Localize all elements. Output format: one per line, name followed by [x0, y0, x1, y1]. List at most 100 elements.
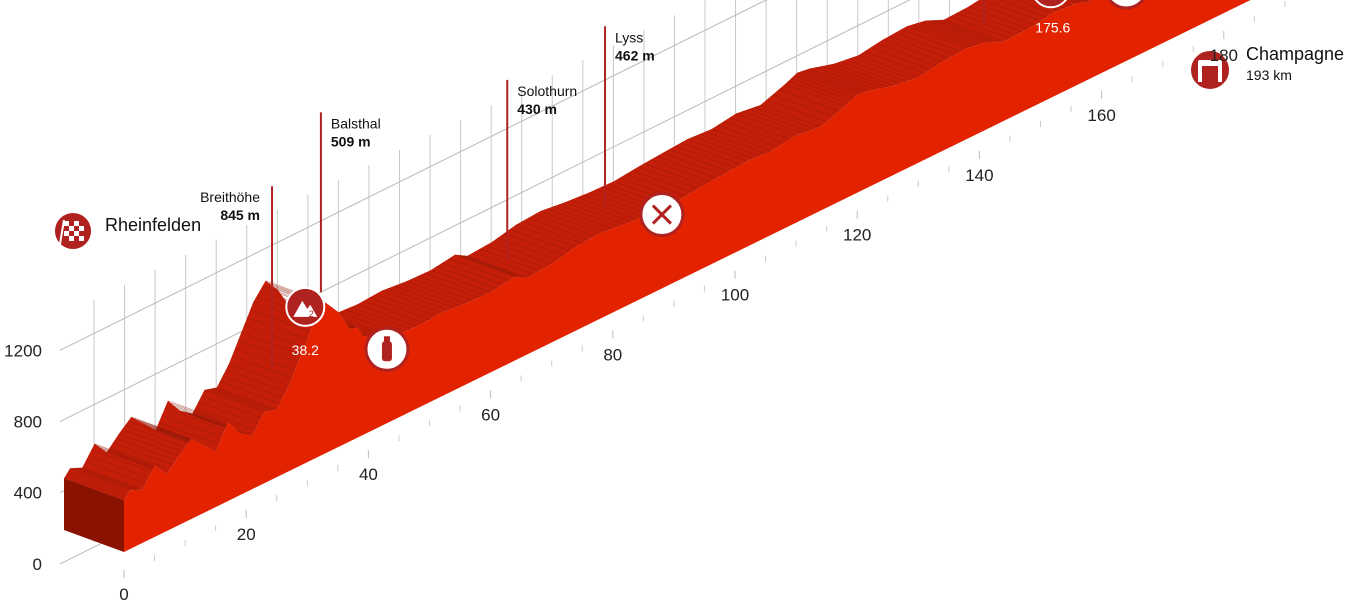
profile-hatch-line — [717, 124, 778, 148]
profile-hatch-line — [827, 64, 888, 88]
profile-hatch-line — [69, 467, 131, 491]
x-tick-label: 140 — [965, 166, 993, 185]
profile-hatch-line — [803, 70, 864, 94]
gate-top — [1198, 60, 1222, 66]
sprint-km-label: 175.6 — [1035, 19, 1070, 35]
profile-hatch-line — [173, 405, 235, 429]
profile-hatch-line — [406, 281, 467, 304]
profile-hatch-line — [1015, 0, 1053, 14]
profile-hatch-line — [167, 400, 228, 424]
profile-hatch-line — [982, 0, 1041, 22]
profile-hatch-line — [393, 285, 455, 309]
profile-hatch-line — [806, 69, 867, 93]
x-tick-label: 160 — [1087, 106, 1115, 125]
x-tick-label: 20 — [237, 525, 256, 544]
profile-hatch-line — [467, 255, 528, 279]
kom-category: 2 — [309, 309, 314, 319]
sprint-badge — [1034, 0, 1068, 9]
checkered-flag-icon — [59, 219, 84, 245]
profile-hatch-line — [800, 71, 861, 95]
profile-hatch-line — [82, 467, 143, 490]
profile-hatch-line — [790, 78, 852, 101]
profile-hatch-line — [158, 422, 219, 445]
flag-square — [74, 221, 79, 226]
profile-hatch-line — [916, 23, 977, 46]
profile-hatch-line — [662, 152, 723, 176]
profile-hatch-line — [94, 443, 155, 467]
flag-square — [69, 226, 74, 231]
profile-hatch-line — [625, 173, 687, 197]
profile-hatch-line — [920, 21, 982, 45]
x-tick-label: 80 — [603, 345, 622, 364]
profile-hatch-line — [363, 300, 424, 324]
profile-hatch-line — [949, 16, 1011, 39]
profile-hatch-line — [962, 9, 1023, 33]
profile-hatch-line — [351, 306, 412, 330]
y-tick-label: 0 — [33, 555, 42, 574]
waypoint-elevation: 462 m — [615, 47, 655, 63]
profile-hatch-line — [112, 442, 174, 466]
finish-distance: 193 km — [1246, 67, 1292, 83]
profile-top-surface — [64, 0, 1092, 501]
profile-hatch-line — [204, 389, 265, 413]
profile-hatch-line — [516, 224, 577, 248]
profile-left-face — [64, 478, 124, 552]
profile-hatch-line — [124, 424, 186, 448]
profile-hatch-line — [546, 208, 607, 232]
profile-hatch-line — [509, 228, 571, 252]
profile-hatch-line — [485, 245, 546, 268]
profile-hatch-line — [632, 170, 693, 193]
profile-hatch-line — [118, 433, 180, 456]
profile-hatch-line — [213, 387, 274, 411]
profile-hatch-line — [900, 29, 962, 52]
profile-hatch-line — [134, 418, 195, 441]
profile-hatch-line — [464, 255, 525, 278]
profile-hatch-line — [925, 20, 986, 43]
profile-hatch-line — [161, 415, 222, 438]
profile-hatch-line — [79, 467, 140, 491]
profile-hatch-line — [558, 204, 620, 227]
profile-hatch-line — [742, 111, 803, 134]
y-tick-label: 400 — [14, 484, 42, 503]
profile-hatch-line — [815, 67, 876, 90]
profile-hatch-line — [778, 89, 839, 112]
axis-ticks: 0 20 40 60 80 100 120 140 160 180 0 400 800 1200 — [4, 1, 1286, 604]
profile-hatch-line — [723, 120, 785, 144]
profile-hatch-line — [729, 117, 791, 140]
profile-hatch-line — [357, 304, 418, 327]
waypoint-elevation: 509 m — [331, 133, 371, 149]
flag-square — [74, 231, 79, 236]
x-tick-label: 120 — [843, 226, 871, 245]
profile-hatch-line — [88, 455, 149, 479]
profile-hatch-line — [911, 24, 972, 48]
mountain-icon — [293, 300, 318, 317]
profile-hatch-line — [998, 0, 1047, 18]
profile-hatch-line — [473, 252, 534, 275]
profile-hatch-line — [219, 381, 280, 404]
x-tick-label: 180 — [1210, 46, 1238, 65]
profile-hatch-line — [968, 6, 1029, 30]
profile-hatch-line — [399, 283, 461, 307]
profile-hatch-line — [772, 94, 833, 117]
profile-hatch-line — [876, 43, 937, 67]
profile-hatch-line — [571, 199, 632, 223]
profile-hatch-line — [418, 275, 479, 299]
profile-hatch-line — [522, 221, 583, 244]
profile-hatch-line — [164, 407, 225, 431]
profile-hatch-line — [201, 395, 262, 419]
waypoint-elevation: 430 m — [517, 101, 557, 117]
profile-hatch-line — [929, 20, 991, 43]
profile-hatch-line — [503, 233, 565, 256]
profile-hatch-line — [109, 447, 170, 470]
profile-front-face — [124, 0, 1251, 552]
profile-hatch-line — [955, 12, 1017, 36]
waypoint-name: Balsthal — [331, 115, 381, 131]
profile-hatch-line — [491, 241, 552, 265]
profile-hatch-line — [387, 288, 448, 311]
profile-hatch-line — [809, 68, 870, 91]
profile-hatch-line — [534, 214, 595, 237]
profile-hatch-line — [934, 19, 995, 43]
profile-hatch-line — [650, 159, 711, 183]
profile-hatch-line — [864, 51, 925, 74]
